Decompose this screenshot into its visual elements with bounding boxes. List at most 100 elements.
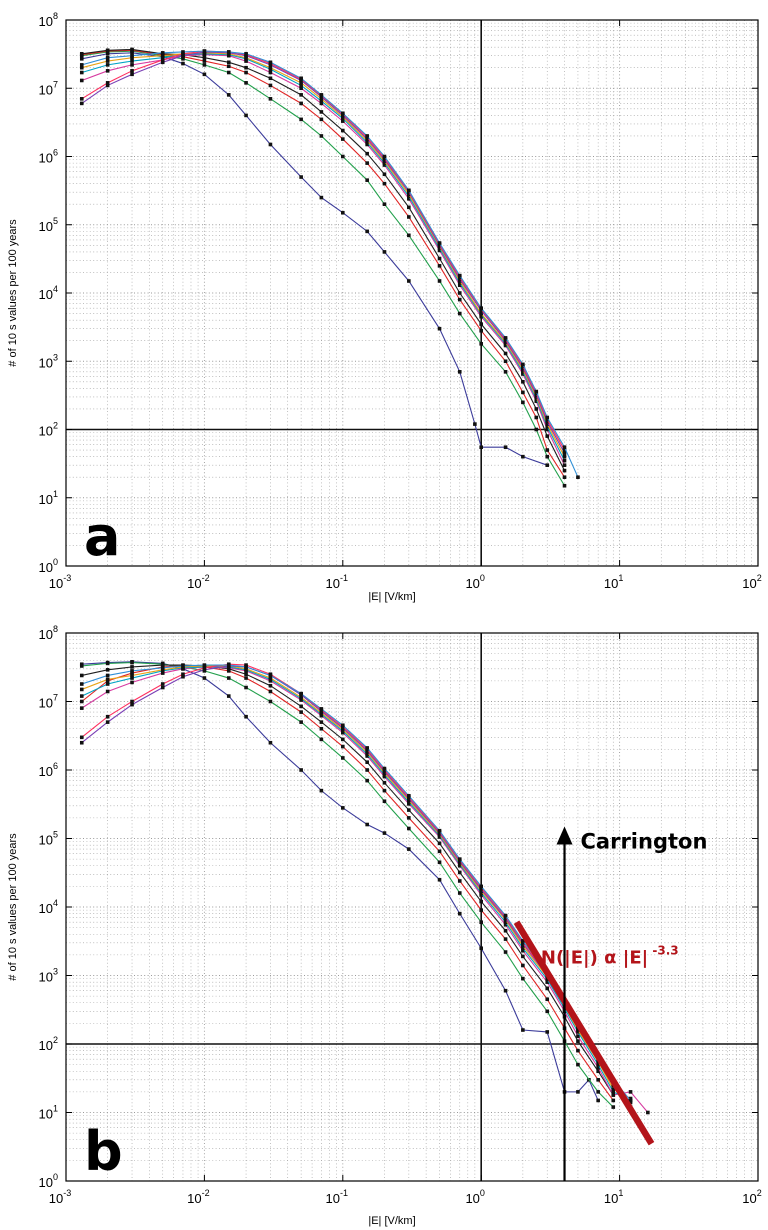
data-point	[299, 83, 303, 88]
data-point	[521, 941, 525, 945]
plot-area	[66, 633, 758, 1181]
data-point	[437, 849, 442, 854]
data-point	[473, 422, 477, 426]
y-tick-label: 106	[39, 761, 58, 779]
data-point	[341, 154, 345, 159]
data-point	[79, 740, 84, 745]
data-point	[611, 1098, 616, 1103]
series-line	[81, 52, 548, 466]
data-point	[226, 50, 231, 54]
data-point	[319, 720, 324, 724]
data-point	[457, 870, 462, 875]
data-point	[160, 668, 165, 672]
data-point	[79, 70, 84, 75]
data-point	[503, 445, 508, 450]
data-point	[79, 694, 84, 698]
data-point	[181, 664, 185, 668]
data-point	[457, 857, 462, 861]
data-point	[105, 48, 110, 53]
data-point	[521, 1028, 525, 1032]
data-point	[79, 664, 84, 668]
data-point	[576, 1030, 580, 1034]
data-point	[130, 72, 134, 77]
data-point	[130, 702, 134, 707]
data-point	[319, 195, 324, 200]
y-tick-label: 104	[39, 898, 58, 916]
data-point	[319, 726, 324, 731]
data-point	[646, 1110, 650, 1115]
data-point	[503, 920, 508, 924]
x-tick-label: 10-2	[187, 1188, 209, 1206]
panel-letter: a	[84, 505, 120, 568]
data-point	[181, 57, 185, 61]
data-point	[319, 134, 324, 138]
data-point	[268, 76, 273, 81]
data-point	[244, 714, 248, 719]
data-point	[479, 893, 483, 897]
data-point	[244, 70, 248, 75]
data-point	[226, 676, 231, 680]
data-point	[545, 1030, 550, 1034]
data-point	[130, 63, 134, 67]
data-point	[503, 928, 508, 933]
data-point	[611, 1105, 616, 1109]
data-point	[244, 59, 248, 63]
data-point	[202, 666, 207, 670]
data-point	[545, 977, 550, 982]
data-point	[130, 669, 134, 673]
data-point	[407, 194, 411, 199]
data-point	[299, 86, 303, 91]
data-point	[576, 475, 580, 480]
data-point	[521, 963, 525, 968]
data-point	[596, 1078, 600, 1082]
data-point	[562, 445, 567, 450]
data-point	[521, 370, 525, 374]
data-point	[437, 860, 442, 865]
y-tick-label: 105	[39, 216, 58, 234]
data-point	[226, 70, 231, 75]
data-point	[503, 351, 508, 356]
data-point	[545, 415, 550, 420]
data-point	[226, 60, 231, 65]
data-point	[341, 128, 345, 133]
y-tick-label: 106	[39, 148, 58, 166]
series-5	[79, 52, 567, 467]
data-point	[160, 60, 165, 65]
data-point	[457, 283, 462, 288]
data-point	[479, 884, 483, 889]
data-point	[521, 954, 525, 959]
data-point	[299, 710, 303, 714]
y-tick-label: 105	[39, 830, 58, 848]
data-point	[521, 944, 525, 948]
data-point	[341, 806, 345, 810]
data-point	[105, 689, 110, 694]
data-point	[244, 667, 248, 671]
data-point	[562, 448, 567, 452]
data-point	[407, 802, 411, 806]
data-point	[611, 1093, 616, 1097]
series-10	[79, 49, 580, 480]
data-point	[299, 117, 303, 122]
y-tick-label: 100	[39, 1172, 58, 1190]
data-point	[407, 215, 411, 219]
data-point	[521, 976, 525, 981]
data-point	[244, 81, 248, 85]
data-point	[105, 83, 110, 88]
data-point	[105, 661, 110, 666]
data-point	[562, 454, 567, 459]
data-point	[503, 336, 508, 340]
data-point	[202, 663, 207, 667]
series-line	[81, 666, 631, 1101]
data-point	[562, 463, 567, 467]
data-point	[244, 51, 248, 56]
data-point	[382, 781, 387, 785]
data-point	[130, 673, 134, 678]
data-point	[437, 246, 442, 251]
data-point	[244, 663, 248, 667]
data-point	[545, 986, 550, 991]
data-point	[628, 1090, 633, 1094]
data-point	[479, 445, 483, 450]
data-point	[79, 97, 84, 101]
data-point	[244, 55, 248, 60]
